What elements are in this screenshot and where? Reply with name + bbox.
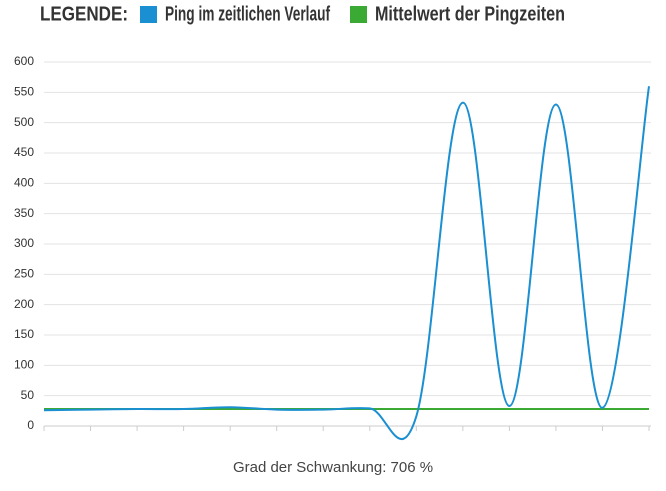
- legend-label: Mittelwert der Pingzeiten: [375, 3, 565, 25]
- legend-swatch: [140, 6, 157, 23]
- legend-title: LEGENDE:: [40, 3, 128, 25]
- y-tick-label: 0: [27, 418, 34, 432]
- y-tick-label: 450: [14, 145, 34, 159]
- y-tick-label: 550: [14, 85, 34, 99]
- y-tick-label: 150: [14, 327, 34, 341]
- y-tick-label: 250: [14, 267, 34, 281]
- y-tick-label: 600: [14, 54, 34, 68]
- y-tick-label: 200: [14, 297, 34, 311]
- series-line: [43, 86, 650, 440]
- legend-swatch: [350, 6, 367, 23]
- y-tick-label: 300: [14, 236, 34, 250]
- y-tick-label: 500: [14, 115, 34, 129]
- footer-note: Grad der Schwankung: 706 %: [233, 459, 433, 476]
- y-tick-label: 400: [14, 176, 34, 190]
- y-tick-label: 350: [14, 206, 34, 220]
- y-tick-label: 50: [21, 388, 35, 402]
- legend-label: Ping im zeitlichen Verlauf: [165, 3, 330, 25]
- y-tick-label: 100: [14, 358, 34, 372]
